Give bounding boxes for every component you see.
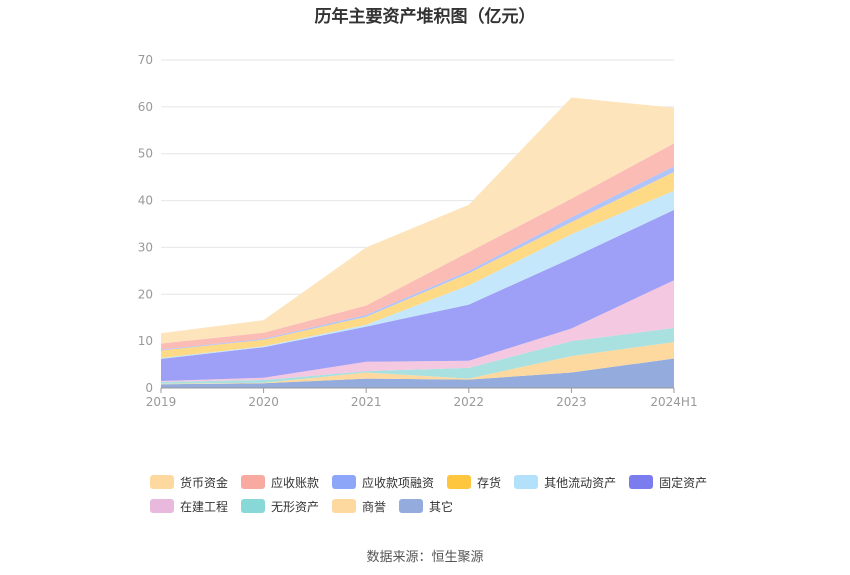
legend-label: 应收账款 <box>271 475 320 490</box>
legend-row: 货币资金 应收账款 应收款项融资 存货 其他流动资产 固定资产 <box>150 470 750 494</box>
legend-swatch <box>332 475 357 489</box>
x-tick-label: 2022 <box>454 395 485 409</box>
legend-swatch <box>150 499 174 513</box>
legend-row: 在建工程 无形资产 商誉 其它 <box>150 494 750 518</box>
y-tick-label: 60 <box>138 100 153 114</box>
legend-swatch <box>447 475 472 489</box>
data-source-note: 数据来源：恒生聚源 <box>366 550 484 565</box>
legend-swatch <box>150 475 174 489</box>
legend-label: 固定资产 <box>659 475 708 490</box>
legend-label: 无形资产 <box>271 499 320 514</box>
legend-item[interactable]: 货币资金 <box>150 474 228 491</box>
legend-swatch <box>241 475 266 489</box>
legend-item[interactable]: 其它 <box>399 498 453 515</box>
area-series <box>161 97 674 388</box>
x-tick-label: 2021 <box>351 395 382 409</box>
legend-swatch <box>332 499 357 513</box>
area-series-商誉 <box>161 342 674 385</box>
legend-swatch <box>629 475 654 489</box>
legend: 货币资金 应收账款 应收款项融资 存货 其他流动资产 固定资产 在建工程 无形资产 商誉 其它 <box>150 470 750 518</box>
y-tick-label: 70 <box>138 53 153 67</box>
chart-title: 历年主要资产堆积图（亿元） <box>314 7 536 27</box>
legend-swatch <box>399 499 424 513</box>
legend-item[interactable]: 无形资产 <box>241 498 319 515</box>
legend-label: 应收款项融资 <box>362 475 435 490</box>
x-tick-label: 2024H1 <box>650 395 697 409</box>
x-tick-label: 2023 <box>556 395 587 409</box>
y-tick-label: 50 <box>138 147 153 161</box>
legend-swatch <box>514 475 539 489</box>
legend-label: 其他流动资产 <box>544 475 617 490</box>
legend-label: 其它 <box>429 499 454 514</box>
area-series-无形资产 <box>161 328 674 384</box>
legend-item[interactable]: 存货 <box>447 474 501 491</box>
legend-item[interactable]: 其他流动资产 <box>514 474 616 491</box>
axes: 0 10 20 30 40 50 60 70 2019 2020 2021 2022 2023 2024H… <box>138 53 698 409</box>
legend-label: 在建工程 <box>180 499 229 514</box>
legend-item[interactable]: 在建工程 <box>150 498 228 515</box>
y-tick-label: 10 <box>138 334 153 348</box>
y-tick-label: 40 <box>138 194 153 208</box>
legend-item[interactable]: 固定资产 <box>629 474 707 491</box>
x-tick-label: 2020 <box>248 395 279 409</box>
area-series-在建工程 <box>161 280 674 382</box>
y-tick-label: 0 <box>145 381 153 395</box>
stacked-area-chart: 0 10 20 30 40 50 60 70 2019 2020 2021 2022 2023 2024H… <box>138 53 698 409</box>
legend-item[interactable]: 商誉 <box>332 498 386 515</box>
legend-swatch <box>241 499 266 513</box>
y-tick-label: 20 <box>138 287 153 301</box>
legend-item[interactable]: 应收款项融资 <box>332 474 434 491</box>
legend-label: 货币资金 <box>180 475 229 490</box>
area-series-货币资金 <box>161 97 674 344</box>
legend-label: 存货 <box>477 475 502 490</box>
legend-label: 商誉 <box>362 499 387 514</box>
legend-item[interactable]: 应收账款 <box>241 474 319 491</box>
y-tick-label: 30 <box>138 240 153 254</box>
area-series-固定资产 <box>161 209 674 381</box>
x-tick-label: 2019 <box>146 395 177 409</box>
area-series-其它 <box>161 358 674 388</box>
